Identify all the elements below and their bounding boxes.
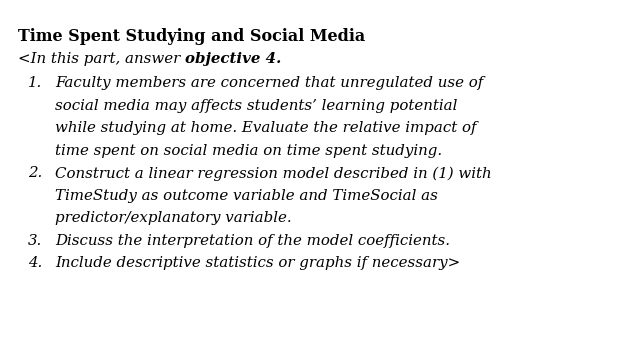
Text: Faculty members are concerned that unregulated use of: Faculty members are concerned that unreg… [55,76,484,91]
Text: 4.: 4. [28,256,42,271]
Text: Construct a linear regression model described in (1) with: Construct a linear regression model desc… [55,166,492,181]
Text: while studying at home. Evaluate the relative impact of: while studying at home. Evaluate the rel… [55,121,476,135]
Text: Include descriptive statistics or graphs if necessary>: Include descriptive statistics or graphs… [55,256,460,271]
Text: <In this part, answer: <In this part, answer [18,51,185,66]
Text: predictor/explanatory variable.: predictor/explanatory variable. [55,211,292,225]
Text: Discuss the interpretation of the model coefficients.: Discuss the interpretation of the model … [55,234,450,248]
Text: TimeStudy as outcome variable and TimeSocial as: TimeStudy as outcome variable and TimeSo… [55,189,438,203]
Text: objective 4.: objective 4. [185,51,282,66]
Text: time spent on social media on time spent studying.: time spent on social media on time spent… [55,144,442,158]
Text: 3.: 3. [28,234,42,248]
Text: 2.: 2. [28,166,42,180]
Text: social media may affects students’ learning potential: social media may affects students’ learn… [55,99,457,113]
Text: Time Spent Studying and Social Media: Time Spent Studying and Social Media [18,28,365,45]
Text: 1.: 1. [28,76,42,91]
